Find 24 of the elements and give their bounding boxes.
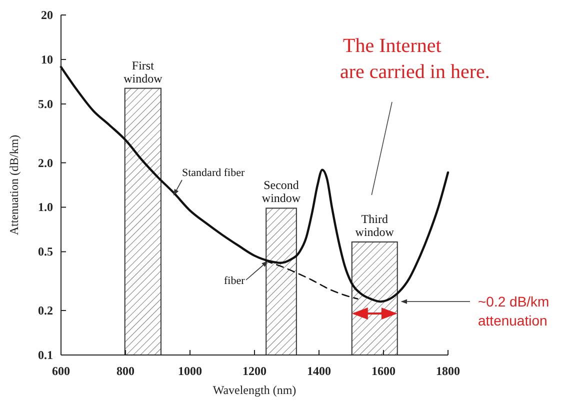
band-label: Second window xyxy=(262,178,301,206)
series-label: fiber xyxy=(224,275,246,287)
annotation: ~0.2 dB/km attenuation xyxy=(478,294,550,329)
band-label: Third window xyxy=(355,212,394,239)
x-tick-label: 800 xyxy=(116,364,134,378)
y-tick-label: 10 xyxy=(41,52,53,66)
annotation: The Internet are carried in here. xyxy=(340,35,490,83)
x-tick-label: 1800 xyxy=(436,364,460,378)
series-label: Standard fiber xyxy=(182,167,245,179)
y-tick-label: 0.1 xyxy=(38,348,53,362)
band-label: First window xyxy=(124,58,163,86)
x-tick-label: 1200 xyxy=(242,364,266,378)
y-tick-label: 5.0 xyxy=(38,96,53,111)
x-axis-title: Wavelength (nm) xyxy=(212,383,296,397)
y-axis-title: Attenuation (dB/km) xyxy=(7,134,21,236)
x-tick-label: 1400 xyxy=(307,364,331,378)
y-tick-label: 0.5 xyxy=(38,244,53,259)
y-tick-label: 20 xyxy=(41,8,53,22)
y-tick-label: 2.0 xyxy=(38,156,53,170)
x-tick-label: 1600 xyxy=(372,364,396,378)
y-tick-label: 0.2 xyxy=(38,304,53,318)
x-tick-label: 600 xyxy=(52,364,70,378)
y-tick-label: 1.0 xyxy=(38,200,53,214)
x-tick-label: 1000 xyxy=(178,364,202,378)
